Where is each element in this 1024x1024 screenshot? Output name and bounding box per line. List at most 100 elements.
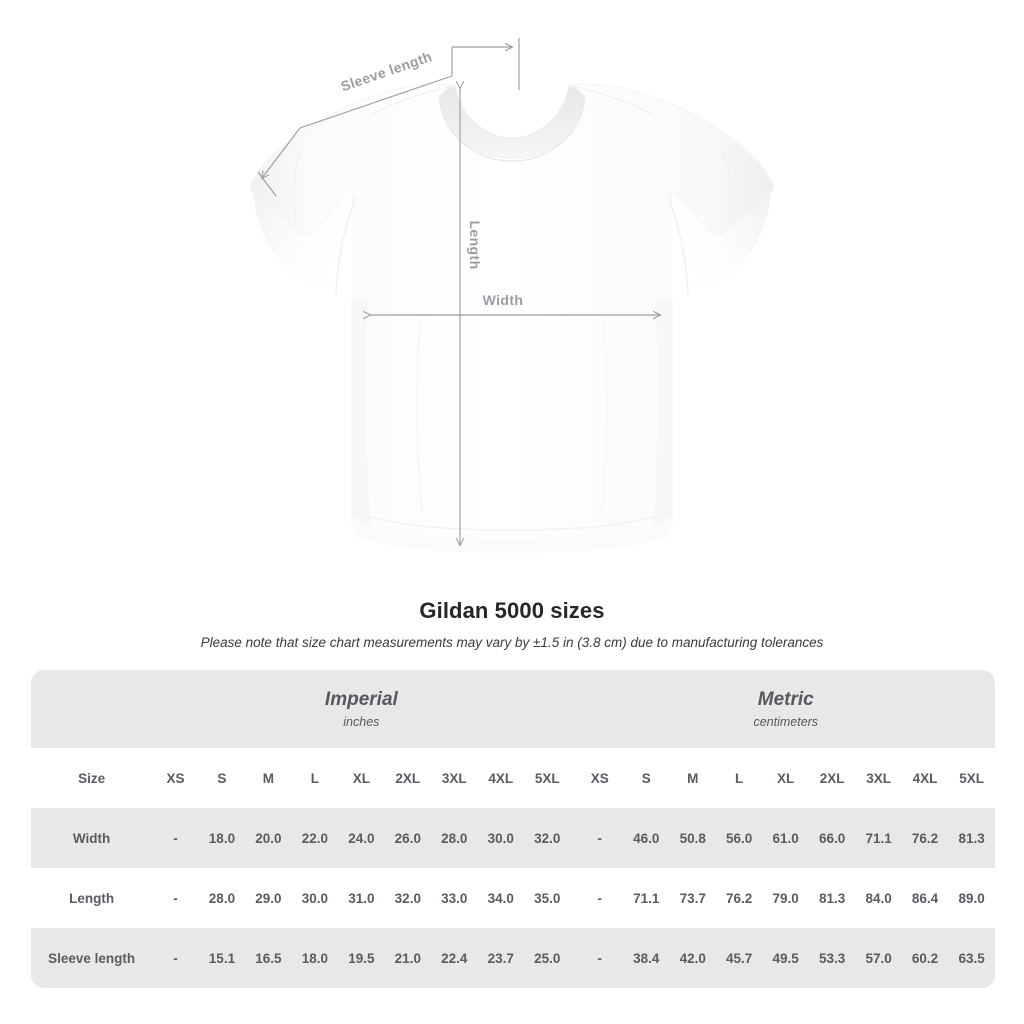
cell-sleeve-metric-2xl: 53.3 [808,928,856,988]
cell-sleeve-metric-3xl: 57.0 [855,928,902,988]
row-label-length: Length [31,868,153,928]
title-block: Gildan 5000 sizes Please note that size … [0,598,1024,650]
cell-length-imperial-s: 28.0 [198,868,246,928]
cell-sleeve-imperial-m: 16.5 [245,928,292,988]
width-label: Width [483,292,524,308]
cell-length-imperial-l: 30.0 [291,868,339,928]
unit-header-metric: Metric centimeters [576,670,995,748]
row-label-width: Width [31,808,153,868]
cell-length-metric-xs: - [576,868,623,928]
table-row: Sleeve length - 15.1 16.5 18.0 19.5 21.0… [31,928,995,988]
cell-width-metric-xl: 61.0 [762,808,809,868]
cell-width-imperial-2xl: 26.0 [384,808,432,868]
cell-length-metric-5xl: 89.0 [948,868,995,928]
cell-width-metric-m: 50.8 [669,808,716,868]
page-title: Gildan 5000 sizes [419,598,605,623]
unit-sub-metric: centimeters [753,714,819,729]
size-header-metric-2xl: 2XL [808,748,856,808]
size-header-imperial-s: S [198,748,246,808]
size-header-imperial-2xl: 2XL [384,748,432,808]
row-label-sleeve-length: Sleeve length [31,928,153,988]
cell-length-metric-m: 73.7 [669,868,716,928]
cell-sleeve-imperial-s: 15.1 [198,928,246,988]
tshirt-silhouette [250,83,774,553]
cell-length-metric-l: 76.2 [715,868,763,928]
sleeve-length-arrow-lower [261,127,301,180]
unit-row-spacer [31,670,153,748]
cell-width-imperial-s: 18.0 [198,808,246,868]
cell-sleeve-metric-l: 45.7 [715,928,763,988]
size-header-label: Size [31,748,153,808]
cell-sleeve-imperial-5xl: 25.0 [523,928,571,988]
cell-width-metric-2xl: 66.0 [808,808,856,868]
cell-sleeve-metric-s: 38.4 [623,928,670,988]
cell-width-imperial-m: 20.0 [245,808,292,868]
cell-sleeve-metric-m: 42.0 [669,928,716,988]
tolerance-note: Please note that size chart measurements… [200,635,824,650]
size-header-metric-m: M [669,748,716,808]
cell-length-imperial-5xl: 35.0 [523,868,571,928]
cell-sleeve-imperial-xl: 19.5 [338,928,385,988]
cell-sleeve-metric-xl: 49.5 [762,928,809,988]
cell-length-imperial-xs: - [152,868,199,928]
size-header-metric-s: S [623,748,670,808]
unit-sub-imperial: inches [343,714,380,729]
cell-width-metric-xs: - [576,808,623,868]
sleeve-length-arrow-upper [299,75,453,129]
cell-sleeve-metric-5xl: 63.5 [948,928,995,988]
cell-sleeve-imperial-2xl: 21.0 [384,928,432,988]
cell-width-metric-l: 56.0 [715,808,763,868]
dimension-arrows [257,38,662,547]
cell-width-imperial-xs: - [152,808,199,868]
cell-length-imperial-xl: 31.0 [338,868,385,928]
size-header-metric-5xl: 5XL [948,748,995,808]
size-header-imperial-xs: XS [152,748,199,808]
length-label: Length [467,220,483,269]
size-header-imperial-l: L [291,748,339,808]
size-header-metric-xl: XL [762,748,809,808]
unit-row-gap [570,670,577,748]
cell-length-imperial-2xl: 32.0 [384,868,432,928]
tshirt-diagram: Sleeve length Length Width [250,38,774,553]
cell-length-metric-4xl: 86.4 [901,868,949,928]
unit-system-row: Imperial inches Metric centimeters [31,670,995,748]
cell-width-imperial-5xl: 32.0 [523,808,571,868]
size-header-metric-xs: XS [576,748,623,808]
table-row: Width - 18.0 20.0 22.0 24.0 26.0 28.0 30… [31,808,995,868]
row-gap-sleeve [570,928,577,988]
size-chart-table-wrapper: Imperial inches Metric centimeters Size … [31,670,995,988]
cell-length-imperial-m: 29.0 [245,868,292,928]
cell-sleeve-metric-4xl: 60.2 [901,928,949,988]
cell-width-imperial-3xl: 28.0 [431,808,478,868]
cell-sleeve-imperial-3xl: 22.4 [431,928,478,988]
cell-width-imperial-4xl: 30.0 [477,808,524,868]
cell-length-metric-2xl: 81.3 [808,868,856,928]
row-gap-width [570,808,577,868]
cell-length-metric-s: 71.1 [623,868,670,928]
size-header-imperial-5xl: 5XL [523,748,571,808]
size-chart-table: Imperial inches Metric centimeters Size … [31,670,995,988]
cell-length-metric-3xl: 84.0 [855,868,902,928]
size-header-metric-4xl: 4XL [901,748,949,808]
size-header-imperial-4xl: 4XL [477,748,524,808]
size-header-imperial-3xl: 3XL [431,748,478,808]
size-header-row: Size XS S M L XL 2XL 3XL 4XL 5XL XS S M … [31,748,995,808]
cell-width-imperial-xl: 24.0 [338,808,385,868]
size-header-gap [570,748,577,808]
row-gap-length [570,868,577,928]
cell-width-imperial-l: 22.0 [291,808,339,868]
cell-width-metric-s: 46.0 [623,808,670,868]
cell-sleeve-imperial-xs: - [152,928,199,988]
cell-sleeve-metric-xs: - [576,928,623,988]
cell-width-metric-3xl: 71.1 [855,808,902,868]
cell-length-imperial-4xl: 34.0 [477,868,524,928]
table-row: Length - 28.0 29.0 30.0 31.0 32.0 33.0 3… [31,868,995,928]
size-header-imperial-m: M [245,748,292,808]
size-header-imperial-xl: XL [338,748,385,808]
cell-sleeve-imperial-4xl: 23.7 [477,928,524,988]
unit-name-metric: Metric [757,689,814,711]
unit-header-imperial: Imperial inches [152,670,571,748]
size-header-metric-l: L [715,748,763,808]
unit-name-imperial: Imperial [324,689,398,711]
